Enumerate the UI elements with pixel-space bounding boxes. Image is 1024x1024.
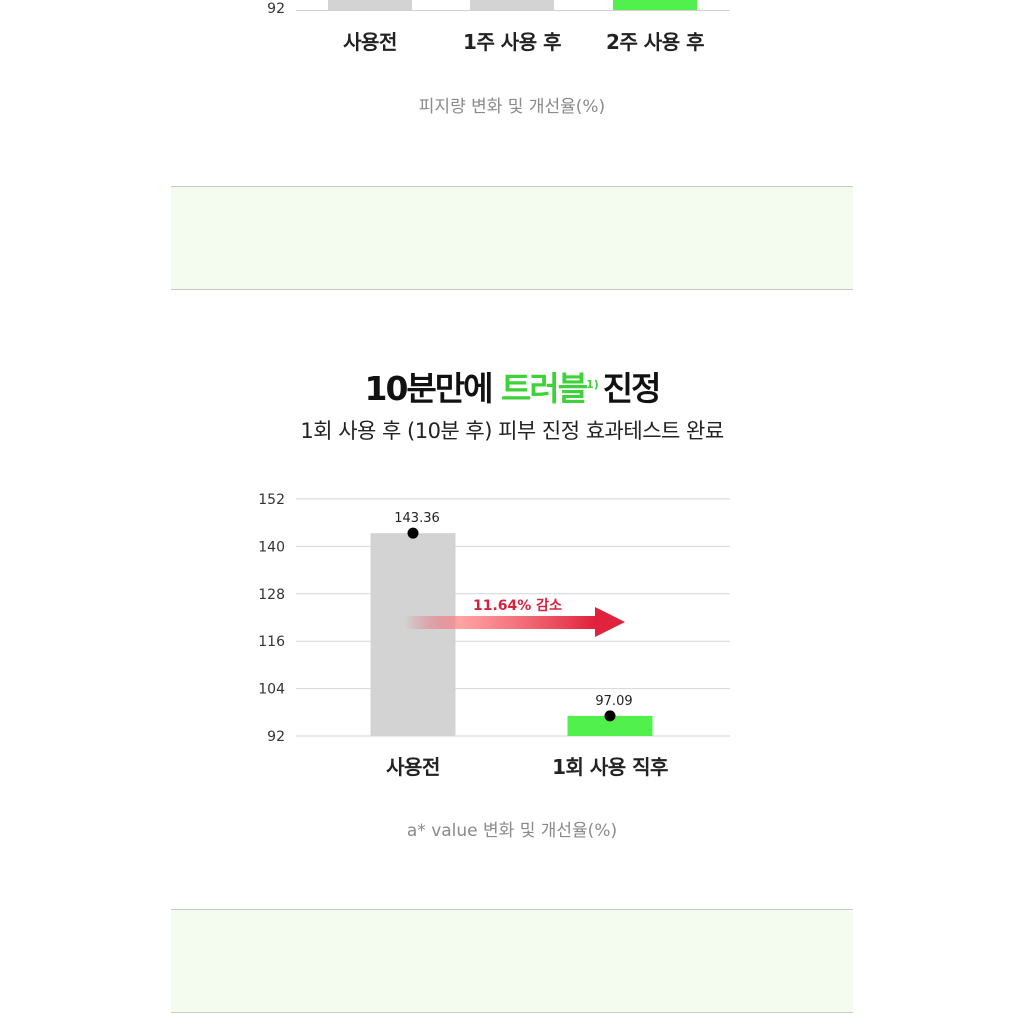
chart1-y-tick: 92: [267, 1, 285, 17]
green-band: [171, 909, 853, 1013]
y-tick-label: 92: [267, 729, 285, 745]
chart2-caption: a* value 변화 및 개선율(%): [406, 821, 618, 841]
y-tick-label: 104: [258, 682, 285, 698]
title-text: 10분만에: [364, 369, 501, 408]
data-point: [604, 710, 616, 722]
bar: [567, 715, 653, 736]
chart1-bar: [328, 0, 412, 10]
y-tick-label: 140: [258, 539, 285, 555]
data-label: 143.36: [394, 511, 440, 526]
chart1-category: 사용전: [343, 30, 397, 54]
section-subtitle: 1회 사용 후 (10분 후) 피부 진정 효과테스트 완료: [300, 419, 724, 443]
chart1-category: 1주 사용 후: [463, 30, 561, 54]
chart1-category: 2주 사용 후: [606, 30, 704, 54]
y-tick-label: 116: [258, 634, 285, 650]
chart1-bar: [470, 0, 554, 10]
chart1-axis-line: [296, 10, 730, 11]
data-label: 97.09: [595, 694, 632, 709]
chart1-bar: [613, 0, 697, 10]
chart2-category: 사용전: [386, 755, 440, 779]
title-text-end: 진정: [602, 369, 662, 408]
y-tick-label: 128: [258, 587, 285, 603]
bar: [370, 533, 456, 736]
footnote-marker: 1): [586, 378, 599, 391]
y-tick-label: 152: [258, 492, 285, 508]
chart1-caption: 피지량 변화 및 개선율(%): [418, 97, 606, 117]
chart2-category: 1회 사용 직후: [552, 755, 668, 779]
arrow-head-icon: [595, 607, 625, 637]
arrow-shaft: [405, 616, 595, 629]
section-title: 10분만에 트러블1) 진정: [0, 362, 1024, 410]
data-point: [407, 527, 419, 539]
title-highlight: 트러블: [500, 369, 588, 408]
annotation-label: 11.64% 감소: [473, 598, 562, 614]
green-band: [171, 186, 853, 290]
